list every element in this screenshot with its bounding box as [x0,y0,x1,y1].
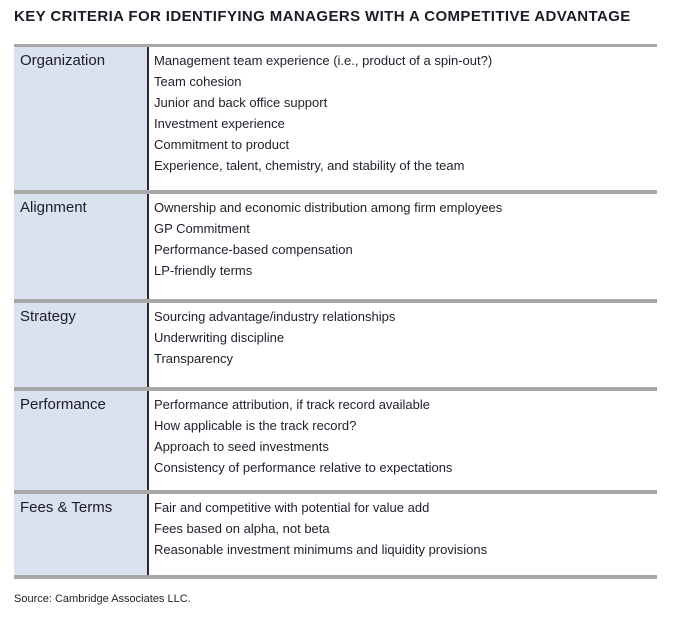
criteria-item: Consistency of performance relative to e… [154,460,453,475]
table-row: Performance Performance attribution, if … [14,391,657,490]
criteria-item: Team cohesion [154,74,242,89]
criteria-item: Underwriting discipline [154,330,285,345]
table-row: Fees & Terms Fair and competitive with p… [14,494,657,575]
row-separator [14,190,657,194]
criteria-item: Investment experience [154,116,285,131]
criteria-item: Approach to seed investments [154,439,329,454]
criteria-item: Ownership and economic distribution amon… [154,200,503,215]
criteria-cell: Performance attribution, if track record… [149,391,657,490]
criteria-cell: Management team experience (i.e., produc… [149,47,657,190]
criteria-table: Organization Management team experience … [14,44,657,579]
criteria-cell: Sourcing advantage/industry relationship… [149,303,657,387]
category-cell: Strategy [14,303,149,387]
criteria-item: Management team experience (i.e., produc… [154,53,493,68]
category-cell: Performance [14,391,149,490]
criteria-item: Junior and back office support [154,95,328,110]
page-title: KEY CRITERIA FOR IDENTIFYING MANAGERS WI… [14,8,631,25]
row-separator [14,490,657,494]
row-separator [14,387,657,391]
criteria-cell: Fair and competitive with potential for … [149,494,657,575]
category-cell: Fees & Terms [14,494,149,575]
table-row: Organization Management team experience … [14,47,657,190]
criteria-item: Performance attribution, if track record… [154,397,431,412]
criteria-item: How applicable is the track record? [154,418,357,433]
source-note: Source: Cambridge Associates LLC. [14,593,191,605]
criteria-item: Reasonable investment minimums and liqui… [154,542,488,557]
criteria-item: Experience, talent, chemistry, and stabi… [154,158,465,173]
criteria-item: Transparency [154,351,233,366]
criteria-item: Fees based on alpha, not beta [154,521,330,536]
criteria-cell: Ownership and economic distribution amon… [149,194,657,299]
table-row: Alignment Ownership and economic distrib… [14,194,657,299]
criteria-item: Fair and competitive with potential for … [154,500,430,515]
table-row: Strategy Sourcing advantage/industry rel… [14,303,657,387]
criteria-item: Performance-based compensation [154,242,353,257]
category-cell: Organization [14,47,149,190]
criteria-item: Sourcing advantage/industry relationship… [154,309,396,324]
criteria-item: Commitment to product [154,137,290,152]
criteria-item: LP-friendly terms [154,263,253,278]
criteria-item: GP Commitment [154,221,250,236]
category-cell: Alignment [14,194,149,299]
row-separator [14,299,657,303]
